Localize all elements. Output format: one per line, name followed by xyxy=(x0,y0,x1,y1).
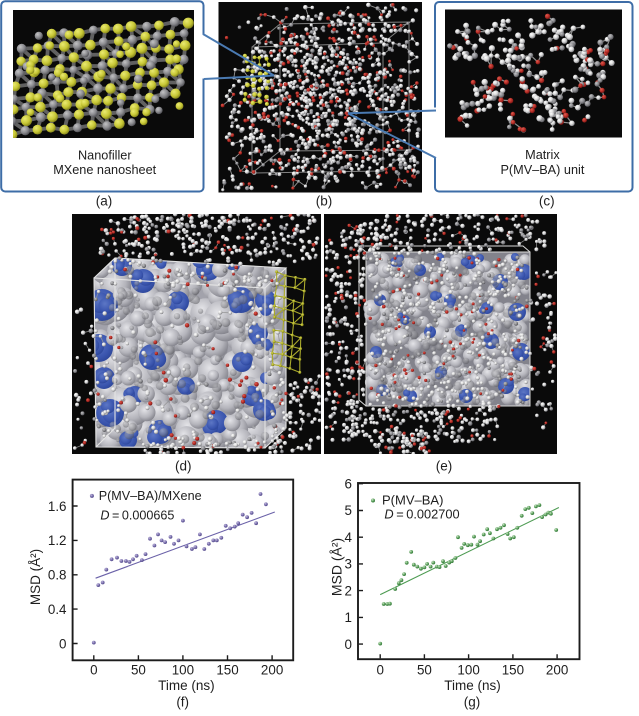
svg-text:P(MV–BA) unit: P(MV–BA) unit xyxy=(500,163,584,177)
svg-text:P(MV–BA)/MXene: P(MV–BA)/MXene xyxy=(99,489,202,503)
svg-text:2: 2 xyxy=(345,583,352,598)
svg-text:MXene nanosheet: MXene nanosheet xyxy=(53,163,156,177)
svg-text:5: 5 xyxy=(345,503,352,518)
svg-text:Nanofiller: Nanofiller xyxy=(78,148,132,162)
svg-text:MSD (Å²): MSD (Å²) xyxy=(28,549,43,605)
svg-text:200: 200 xyxy=(261,662,283,677)
svg-text:Time (ns): Time (ns) xyxy=(158,678,215,693)
svg-text:1.6: 1.6 xyxy=(48,499,67,514)
svg-text:100: 100 xyxy=(457,662,479,677)
svg-text:200: 200 xyxy=(546,662,568,677)
svg-text:0: 0 xyxy=(345,637,352,652)
svg-text:100: 100 xyxy=(172,662,194,677)
svg-text:0: 0 xyxy=(59,636,66,651)
svg-text:MSD (Å²): MSD (Å²) xyxy=(329,538,345,596)
svg-text:0.8: 0.8 xyxy=(48,568,67,583)
svg-text:150: 150 xyxy=(502,662,524,677)
svg-text:(c): (c) xyxy=(539,193,555,208)
svg-text:0.4: 0.4 xyxy=(48,602,67,617)
svg-text:150: 150 xyxy=(216,662,238,677)
svg-text:1: 1 xyxy=(345,610,352,625)
svg-text:3: 3 xyxy=(345,557,352,572)
svg-text:(d): (d) xyxy=(175,459,192,474)
svg-text:D = 0.002700: D = 0.002700 xyxy=(384,507,459,522)
svg-text:(e): (e) xyxy=(436,459,453,474)
svg-text:D = 0.000665: D = 0.000665 xyxy=(100,509,174,523)
svg-text:Matrix: Matrix xyxy=(525,148,560,162)
svg-text:0: 0 xyxy=(376,662,383,677)
svg-text:50: 50 xyxy=(131,662,146,677)
svg-text:1.2: 1.2 xyxy=(48,533,67,548)
svg-text:0: 0 xyxy=(90,662,97,677)
svg-text:Time (ns): Time (ns) xyxy=(444,678,501,693)
svg-text:4: 4 xyxy=(345,530,353,545)
svg-text:(a): (a) xyxy=(96,193,113,208)
svg-text:P(MV–BA): P(MV–BA) xyxy=(382,493,443,508)
svg-text:50: 50 xyxy=(417,662,432,677)
svg-text:(g): (g) xyxy=(464,694,481,709)
svg-text:6: 6 xyxy=(345,477,352,492)
svg-text:(f): (f) xyxy=(176,694,189,709)
svg-text:(b): (b) xyxy=(316,193,333,208)
